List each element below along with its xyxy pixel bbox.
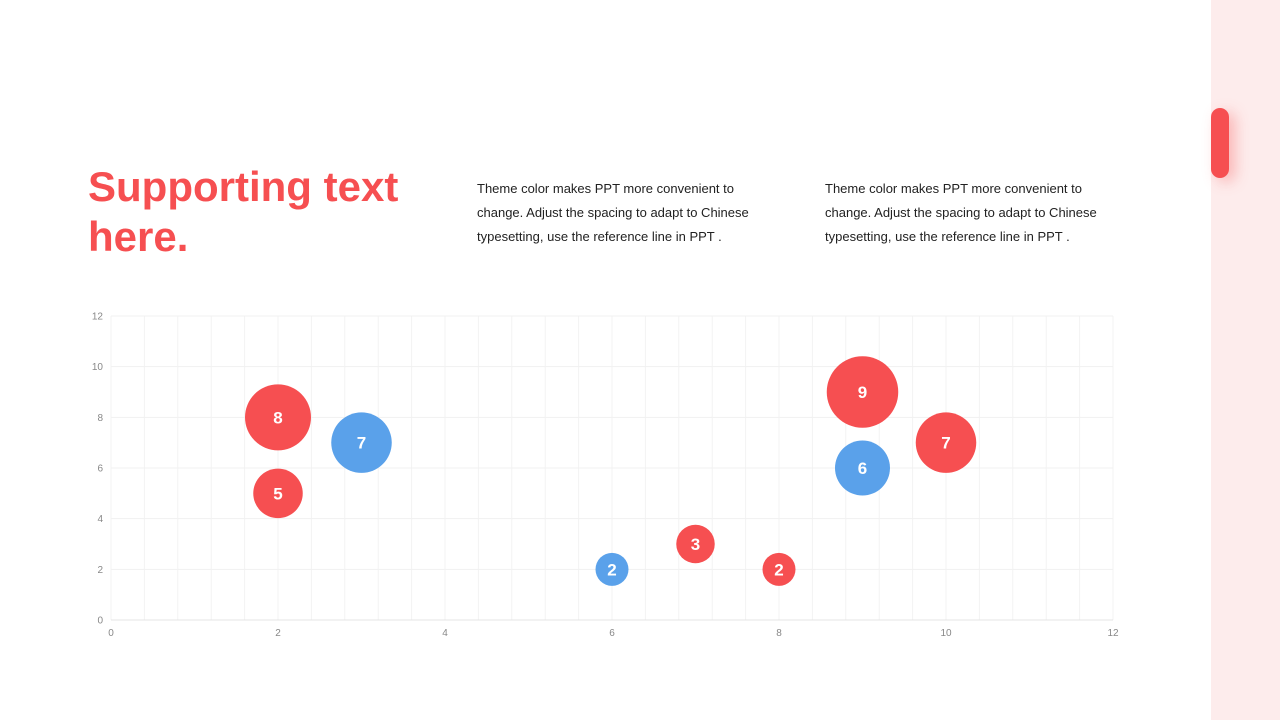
y-tick-label: 2 (97, 565, 103, 576)
body-paragraph-2: Theme color makes PPT more convenient to… (825, 181, 1097, 244)
body-paragraph-1: Theme color makes PPT more convenient to… (477, 181, 749, 244)
bubble-data-label: 9 (858, 383, 867, 402)
x-tick-label: 8 (776, 628, 782, 639)
y-tick-label: 0 (97, 616, 103, 627)
y-tick-label: 6 (97, 464, 103, 475)
slide-title: Supporting text here. (88, 163, 399, 260)
bubble-data-label: 8 (273, 408, 282, 427)
bubble-data-label: 7 (941, 434, 950, 453)
chart-bubbles: 8 5 3 2 9 7 7 2 6 (245, 356, 977, 586)
x-tick-label: 6 (609, 628, 615, 639)
bubble-series-1[interactable] (253, 468, 303, 519)
bubble-series-2[interactable] (835, 440, 890, 496)
x-tick-label: 10 (940, 628, 952, 639)
x-tick-label: 12 (1107, 628, 1119, 639)
bubble-chart: 0 2 4 6 8 10 12 0 2 4 6 8 10 12 8 5 3 2 9 7 7 2 6 (92, 312, 1119, 640)
bubble-series-1[interactable] (676, 524, 715, 564)
chart-ticks: 0 2 4 6 8 10 12 0 2 4 6 8 10 12 (92, 312, 1119, 640)
bubble-series-1[interactable] (915, 412, 977, 473)
bubble-series-1[interactable] (762, 552, 796, 586)
y-tick-label: 10 (92, 362, 104, 373)
bubble-series-2[interactable] (331, 412, 392, 473)
side-tab-handle[interactable] (1211, 108, 1229, 178)
bubble-series-1[interactable] (245, 384, 311, 451)
y-tick-label: 4 (97, 514, 103, 525)
bubble-data-label: 2 (607, 560, 616, 579)
y-tick-label: 8 (97, 413, 103, 424)
bubble-series-2[interactable] (595, 552, 629, 586)
bubble-data-label: 3 (691, 535, 700, 554)
bubble-series-1[interactable] (826, 356, 899, 428)
x-tick-label: 4 (442, 628, 448, 639)
bubble-data-label: 2 (774, 560, 783, 579)
x-tick-label: 2 (275, 628, 281, 639)
bubble-data-label: 7 (357, 434, 366, 453)
x-tick-label: 0 (108, 628, 114, 639)
chart-grid (110, 315, 1114, 621)
y-tick-label: 12 (92, 312, 104, 323)
bubble-data-label: 5 (273, 484, 282, 503)
bubble-data-label: 6 (858, 459, 867, 478)
